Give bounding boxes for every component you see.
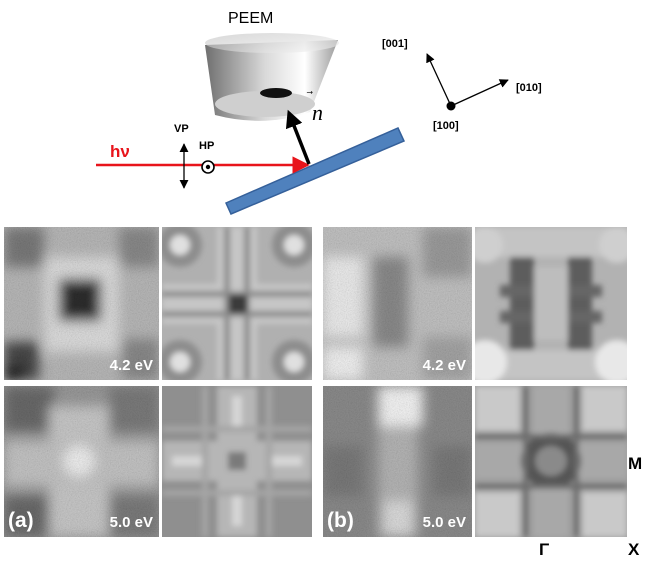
panel-a-exp-4-2-image xyxy=(4,227,159,380)
panel-b-tag: (b) xyxy=(327,509,354,532)
panel-b-exp-4-2-image xyxy=(323,227,472,380)
panel-a-bottom-energy: 5.0 eV xyxy=(109,514,153,531)
panel-b-sim-5-0-image xyxy=(475,386,627,537)
panel-a-exp-5-0-image xyxy=(4,386,159,537)
panel-a-exp-5-0: (a) 5.0 eV xyxy=(4,386,159,537)
panel-b-sim-4-2-image xyxy=(475,227,627,380)
panel-b-sim-4-2 xyxy=(475,227,627,380)
panel-a-sim-5-0-image xyxy=(162,386,312,537)
peem-detector-icon xyxy=(205,33,339,121)
axis-010-label: [010] xyxy=(516,82,542,94)
bz-point-m: M xyxy=(628,454,643,473)
panel-a-sim-4-2-image xyxy=(162,227,312,380)
panel-b-exp-5-0: (b) 5.0 eV xyxy=(323,386,472,537)
photon-label: hν xyxy=(110,142,130,161)
panel-b-exp-5-0-image xyxy=(323,386,472,537)
panel-b-top-energy: 4.2 eV xyxy=(422,357,466,374)
panel-a-sim-5-0 xyxy=(162,386,312,537)
vp-label: VP xyxy=(174,123,189,135)
panel-a-sim-4-2 xyxy=(162,227,312,380)
panel-a-tag: (a) xyxy=(8,509,34,532)
panel-b-bottom-energy: 5.0 eV xyxy=(422,514,466,531)
bz-point-gamma: Γ xyxy=(539,540,550,559)
surface-normal-arrow xyxy=(285,109,311,165)
peem-label: PEEM xyxy=(228,10,274,27)
hp-label: HP xyxy=(199,140,215,152)
panel-b-sim-5-0 xyxy=(475,386,627,537)
axis-100-label: [100] xyxy=(433,120,459,132)
panel-a-exp-4-2: 4.2 eV xyxy=(4,227,159,380)
crystal-axes xyxy=(426,53,509,111)
bz-point-x: X xyxy=(628,540,640,559)
normal-vector-label: n ⃗ xyxy=(312,100,323,126)
hp-dot-icon xyxy=(201,160,215,174)
normal-vector-text: n xyxy=(312,100,323,125)
sample-plate xyxy=(225,127,406,215)
panel-b-exp-4-2: 4.2 eV xyxy=(323,227,472,380)
panel-a-top-energy: 4.2 eV xyxy=(109,357,153,374)
axis-001-label: [001] xyxy=(382,38,408,50)
